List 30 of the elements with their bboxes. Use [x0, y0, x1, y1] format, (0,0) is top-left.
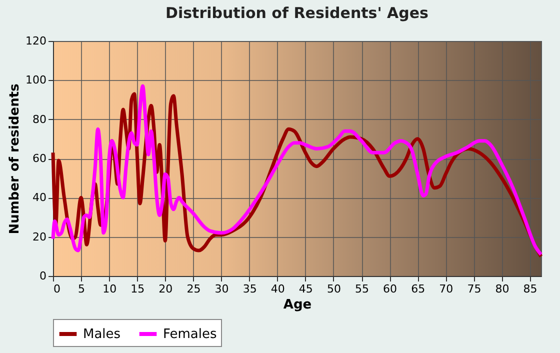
- y-tick-label: 80: [32, 112, 46, 126]
- x-tick-label: 25: [186, 282, 201, 296]
- x-tick-label: 55: [355, 282, 370, 296]
- x-tick-label: 60: [383, 282, 398, 296]
- x-tick-label: 0: [54, 282, 60, 296]
- x-tick-label: 70: [439, 282, 454, 296]
- x-tick-label: 35: [242, 282, 257, 296]
- x-axis-title: Age: [283, 298, 312, 312]
- legend-label: Males: [83, 327, 121, 342]
- x-tick-label: 20: [158, 282, 173, 296]
- x-tick-label: 85: [523, 282, 538, 296]
- x-tick-label: 15: [130, 282, 145, 296]
- x-tick-label: 30: [214, 282, 229, 296]
- y-tick-label: 100: [26, 74, 46, 87]
- x-tick-label: 50: [326, 282, 341, 296]
- y-tick-label: 0: [40, 270, 46, 282]
- x-tick-label: 10: [102, 282, 117, 296]
- y-axis-title: Number of residents: [8, 83, 23, 234]
- x-tick-label: 45: [298, 282, 313, 296]
- y-tick-label: 40: [32, 191, 46, 204]
- y-tick-label: 120: [26, 34, 46, 48]
- x-tick-label: 75: [467, 282, 482, 296]
- y-tick-label: 60: [32, 152, 46, 165]
- chart-title: Distribution of Residents' Ages: [166, 4, 429, 22]
- x-tick-label: 5: [78, 282, 86, 296]
- y-tick-label: 20: [32, 230, 46, 244]
- x-tick-label: 80: [495, 282, 510, 296]
- legend-label: Females: [163, 327, 218, 342]
- x-tick-label: 40: [270, 282, 285, 296]
- x-tick-label: 65: [411, 282, 426, 296]
